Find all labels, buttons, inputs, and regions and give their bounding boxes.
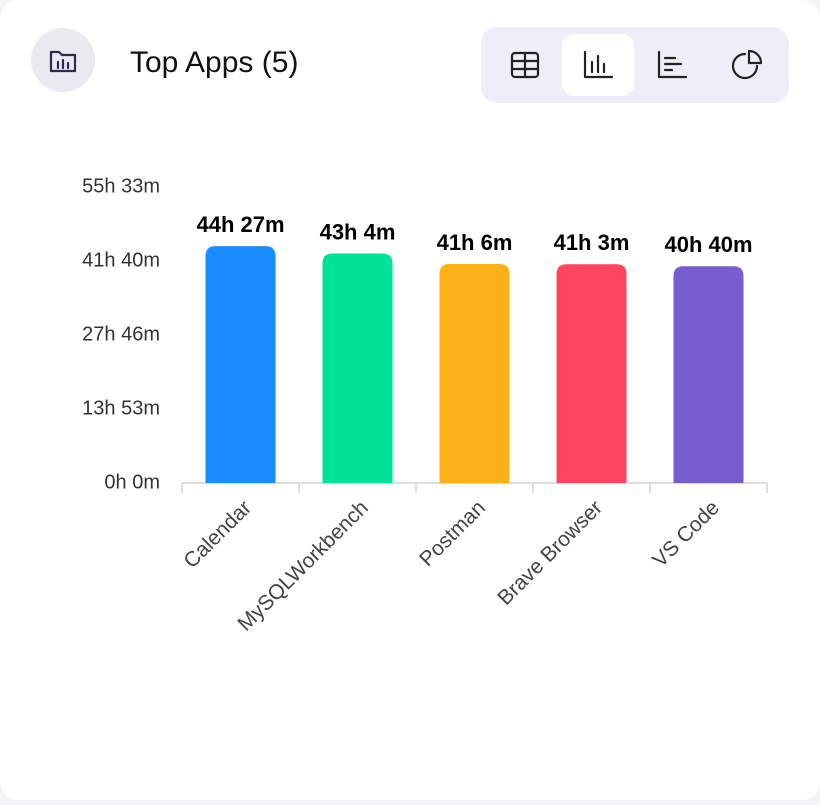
hbar-view-button[interactable]: [657, 50, 688, 79]
plot: 0h 0m 13h 53m 27h 46m 41h 40m 55h 33m Calenda…: [82, 175, 768, 636]
folder-icon: [49, 50, 77, 73]
value-label: 44h 27m: [196, 212, 284, 237]
value-label: 41h 6m: [437, 230, 513, 255]
y-tick-label: 41h 40m: [82, 249, 160, 271]
table-view-button[interactable]: [510, 51, 540, 79]
bar: [205, 246, 276, 483]
pie-view-button[interactable]: [731, 49, 763, 80]
x-tick-label: MySQLWorkbench: [233, 496, 373, 636]
value-label: 41h 3m: [554, 230, 630, 255]
bar-view-button[interactable]: [583, 50, 614, 79]
x-tick-label: Postman: [415, 496, 490, 571]
x-tick-label: Calendar: [179, 496, 256, 573]
widget-title: Top Apps (5): [130, 46, 298, 79]
x-tick-label: Brave Browser: [493, 496, 607, 610]
y-tick-label: 13h 53m: [82, 397, 160, 419]
bar: [673, 266, 744, 483]
value-label: 40h 40m: [664, 232, 752, 257]
y-tick-label: 55h 33m: [82, 175, 160, 197]
bar: [556, 264, 627, 483]
value-label: 43h 4m: [320, 219, 396, 244]
bar: [439, 263, 510, 483]
y-tick-label: 27h 46m: [82, 323, 160, 345]
y-tick-label: 0h 0m: [104, 471, 160, 493]
x-tick-label: VS Code: [648, 496, 724, 572]
bar: [322, 253, 393, 483]
view-toggle: [481, 27, 789, 103]
